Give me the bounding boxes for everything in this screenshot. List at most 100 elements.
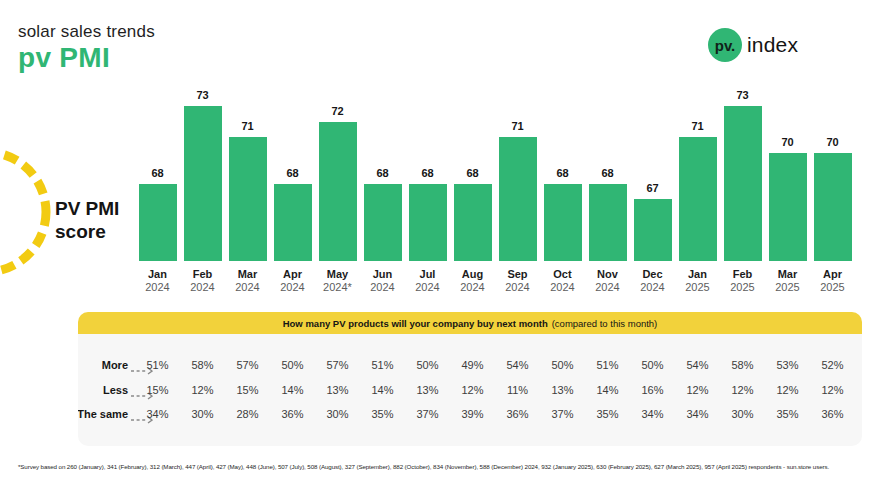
bar-month-label: Apr [820, 268, 844, 281]
bar-category-label: Mar2025 [775, 268, 799, 300]
bar-group-jan-2024: 68Jan2024 [135, 167, 180, 301]
bar-month-label: Mar [775, 268, 799, 281]
pv-index-logo: pv. index [708, 28, 798, 62]
bar-group-mar-2024: 71Mar2024 [225, 120, 270, 300]
logo-name-text: index [747, 33, 798, 57]
bar-year-label: 2024 [415, 281, 439, 294]
value-cell: 12% [450, 384, 495, 396]
bar-group-dec-2024: 67Dec2024 [630, 182, 675, 300]
bar-value-label: 68 [286, 167, 298, 179]
bar-year-label: 2024 [145, 281, 169, 294]
bar-group-aug-2024: 68Aug2024 [450, 167, 495, 301]
bar [499, 137, 537, 261]
value-cell: 50% [405, 359, 450, 371]
value-cell: 51% [585, 359, 630, 371]
bar-group-jan-2025: 71 Jan2025 [675, 120, 720, 300]
bar [409, 184, 447, 262]
report-titles: solar sales trends pv PMI [18, 22, 155, 74]
bar-month-label: May [323, 268, 352, 281]
bar-month-label: Apr [280, 268, 304, 281]
bar-category-label: Nov2024 [595, 268, 619, 300]
bar-category-label: Jan2025 [685, 268, 709, 300]
value-cell: 34% [135, 408, 180, 420]
bar [769, 153, 807, 262]
bar-value-label: 73 [196, 89, 208, 101]
value-cell: 13% [315, 384, 360, 396]
bar-year-label: 2025 [685, 281, 709, 294]
bar-month-label: Sep [505, 268, 529, 281]
bar-month-label: Dec [640, 268, 664, 281]
bar-year-label: 2024 [280, 281, 304, 294]
table-row: Less15%12%15%14%13%14%13%12%11%13%14%16%… [78, 378, 862, 403]
value-cell: 36% [810, 408, 855, 420]
bar-month-label: Mar [235, 268, 259, 281]
value-cell: 12% [180, 384, 225, 396]
row-label: More [78, 359, 128, 371]
bar-year-label: 2024 [460, 281, 484, 294]
value-cell: 51% [135, 359, 180, 371]
value-cell: 14% [585, 384, 630, 396]
bar-group-mar-2025: 70 Mar2025 [765, 136, 810, 301]
bar [139, 184, 177, 262]
bar-year-label: 2024 [640, 281, 664, 294]
bar [319, 122, 357, 262]
bar-month-label: Oct [550, 268, 574, 281]
bar-group-feb-2024: 73Feb2024 [180, 89, 225, 300]
bar-value-label: 71 [691, 120, 703, 132]
bar [589, 184, 627, 262]
row-label: Less [78, 384, 128, 396]
bar [274, 184, 312, 262]
value-cell: 53% [765, 359, 810, 371]
bar-value-label: 68 [556, 167, 568, 179]
bar-value-label: 68 [421, 167, 433, 179]
table-row: The same34%30%28%36%30%35%37%39%36%37%35… [78, 402, 862, 427]
bar-group-sep-2024: 71Sep2024 [495, 120, 540, 300]
bar-value-label: 71 [511, 120, 523, 132]
value-cell: 57% [315, 359, 360, 371]
value-cell: 13% [405, 384, 450, 396]
value-cell: 34% [675, 408, 720, 420]
bar-category-label: Jan2024 [145, 268, 169, 300]
badge-line-2: score [55, 220, 119, 243]
bar-value-label: 71 [241, 120, 253, 132]
bar [679, 137, 717, 261]
bar [364, 184, 402, 262]
bar-value-label: 68 [376, 167, 388, 179]
bar-month-label: Aug [460, 268, 484, 281]
value-cell: 15% [225, 384, 270, 396]
value-cell: 35% [585, 408, 630, 420]
bar-group-may-2024: 72May2024* [315, 105, 360, 301]
bar-month-label: Jan [145, 268, 169, 281]
value-cell: 36% [495, 408, 540, 420]
value-cell: 39% [450, 408, 495, 420]
bar-group-jul-2024: 68Jul2024 [405, 167, 450, 301]
value-cell: 12% [720, 384, 765, 396]
value-cell: 16% [630, 384, 675, 396]
bar-group-jun-2024: 68Jun2024 [360, 167, 405, 301]
value-cell: 52% [810, 359, 855, 371]
pmi-bar-chart: 68Jan202473Feb202471Mar202468Apr202472Ma… [135, 88, 855, 300]
bar-category-label: Aug2024 [460, 268, 484, 300]
value-cell: 12% [765, 384, 810, 396]
pv-index-report: solar sales trends pv PMI pv. index PV P… [0, 0, 872, 491]
bar-month-label: Jan [685, 268, 709, 281]
bar-month-label: Nov [595, 268, 619, 281]
bar-value-label: 72 [331, 105, 343, 117]
bar [634, 199, 672, 261]
value-cell: 34% [630, 408, 675, 420]
value-cell: 13% [540, 384, 585, 396]
value-cell: 51% [360, 359, 405, 371]
table-panel: More51%58%57%50%57%51%50%49%54%50%51%50%… [78, 334, 862, 446]
bar-category-label: Dec2024 [640, 268, 664, 300]
bar-group-apr-2024: 68 Apr2024 [270, 167, 315, 301]
bar [724, 106, 762, 261]
bar-value-label: 70 [781, 136, 793, 148]
row-label: The same [78, 408, 128, 420]
value-cell: 30% [180, 408, 225, 420]
bar-month-label: Feb [190, 268, 214, 281]
bar-category-label: Apr2024 [280, 268, 304, 300]
row-values: 15%12%15%14%13%14%13%12%11%13%14%16%12%1… [135, 378, 855, 403]
bar-category-label: Feb2025 [730, 268, 754, 300]
value-cell: 57% [225, 359, 270, 371]
value-cell: 12% [675, 384, 720, 396]
